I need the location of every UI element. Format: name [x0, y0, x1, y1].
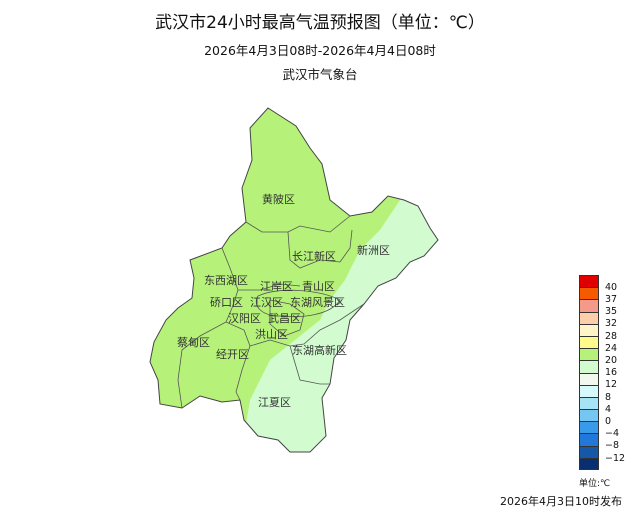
legend-swatch [579, 287, 599, 300]
legend-swatch [579, 445, 599, 458]
legend-tick: 32 [605, 318, 618, 330]
legend-tick: 8 [605, 391, 612, 403]
legend-tick: −8 [605, 440, 620, 452]
legend-tick: 37 [605, 293, 618, 305]
publish-time: 2026年4月3日10时发布 [500, 495, 622, 508]
map-title: 武汉市24小时最高气温预报图（单位：℃） [155, 13, 485, 33]
legend-tick: 28 [605, 330, 618, 342]
organization: 武汉市气象台 [282, 67, 358, 82]
legend-swatch [579, 421, 599, 434]
legend-swatch [579, 311, 599, 324]
legend-swatch [579, 433, 599, 446]
legend-tick: 35 [605, 306, 618, 318]
district-label-qingshan: 青山区 [302, 280, 335, 293]
legend-tick: 16 [605, 367, 618, 379]
legend-swatch [579, 323, 599, 336]
district-label-changjiang-new: 长江新区 [292, 249, 336, 263]
legend-swatch [579, 409, 599, 422]
legend-tick: 12 [605, 379, 618, 391]
legend-swatch [579, 275, 599, 288]
district-label-dongxihu: 东西湖区 [204, 274, 248, 287]
district-label-hanyang: 汉阳区 [228, 312, 261, 325]
district-label-jingkai: 经开区 [216, 348, 249, 361]
legend-swatch [579, 299, 599, 312]
color-legend: 40 37 35 32 28 24 20 16 12 8 4 0 −4 −8 −12 [579, 275, 625, 470]
district-label-caidian: 蔡甸区 [177, 336, 210, 349]
legend-swatch [579, 360, 599, 373]
legend-tick: 40 [605, 281, 618, 293]
legend-swatch [579, 348, 599, 361]
legend-swatch [579, 335, 599, 349]
district-label-huangpi: 黄陂区 [262, 192, 295, 206]
legend-tick: 20 [605, 354, 618, 366]
district-label-jiangan: 江岸区 [260, 280, 293, 293]
district-label-xinzhou: 新洲区 [357, 243, 390, 257]
legend-unit: 单位:℃ [579, 479, 611, 489]
district-label-jianghan: 江汉区 [250, 296, 283, 309]
district-label-jiangxia: 江夏区 [258, 396, 291, 409]
legend-tick: −12 [605, 452, 626, 464]
legend-swatch [579, 396, 599, 410]
legend-swatch [579, 372, 599, 385]
legend-swatch [579, 384, 599, 397]
district-label-hongshan: 洪山区 [255, 327, 288, 341]
forecast-period: 2026年4月3日08时-2026年4月4日08时 [204, 43, 436, 58]
district-label-donghu-scenic: 东湖风景区 [290, 296, 345, 309]
district-label-qiaokou: 硚口区 [210, 296, 243, 309]
legend-tick: 24 [605, 342, 618, 354]
legend-tick: −4 [605, 428, 620, 440]
legend-tick: 4 [605, 403, 612, 415]
district-label-donghu-hitech: 东湖高新区 [292, 343, 347, 357]
legend-swatch [579, 457, 599, 470]
legend-tick: 0 [605, 415, 612, 427]
district-label-wuchang: 武昌区 [268, 312, 301, 325]
